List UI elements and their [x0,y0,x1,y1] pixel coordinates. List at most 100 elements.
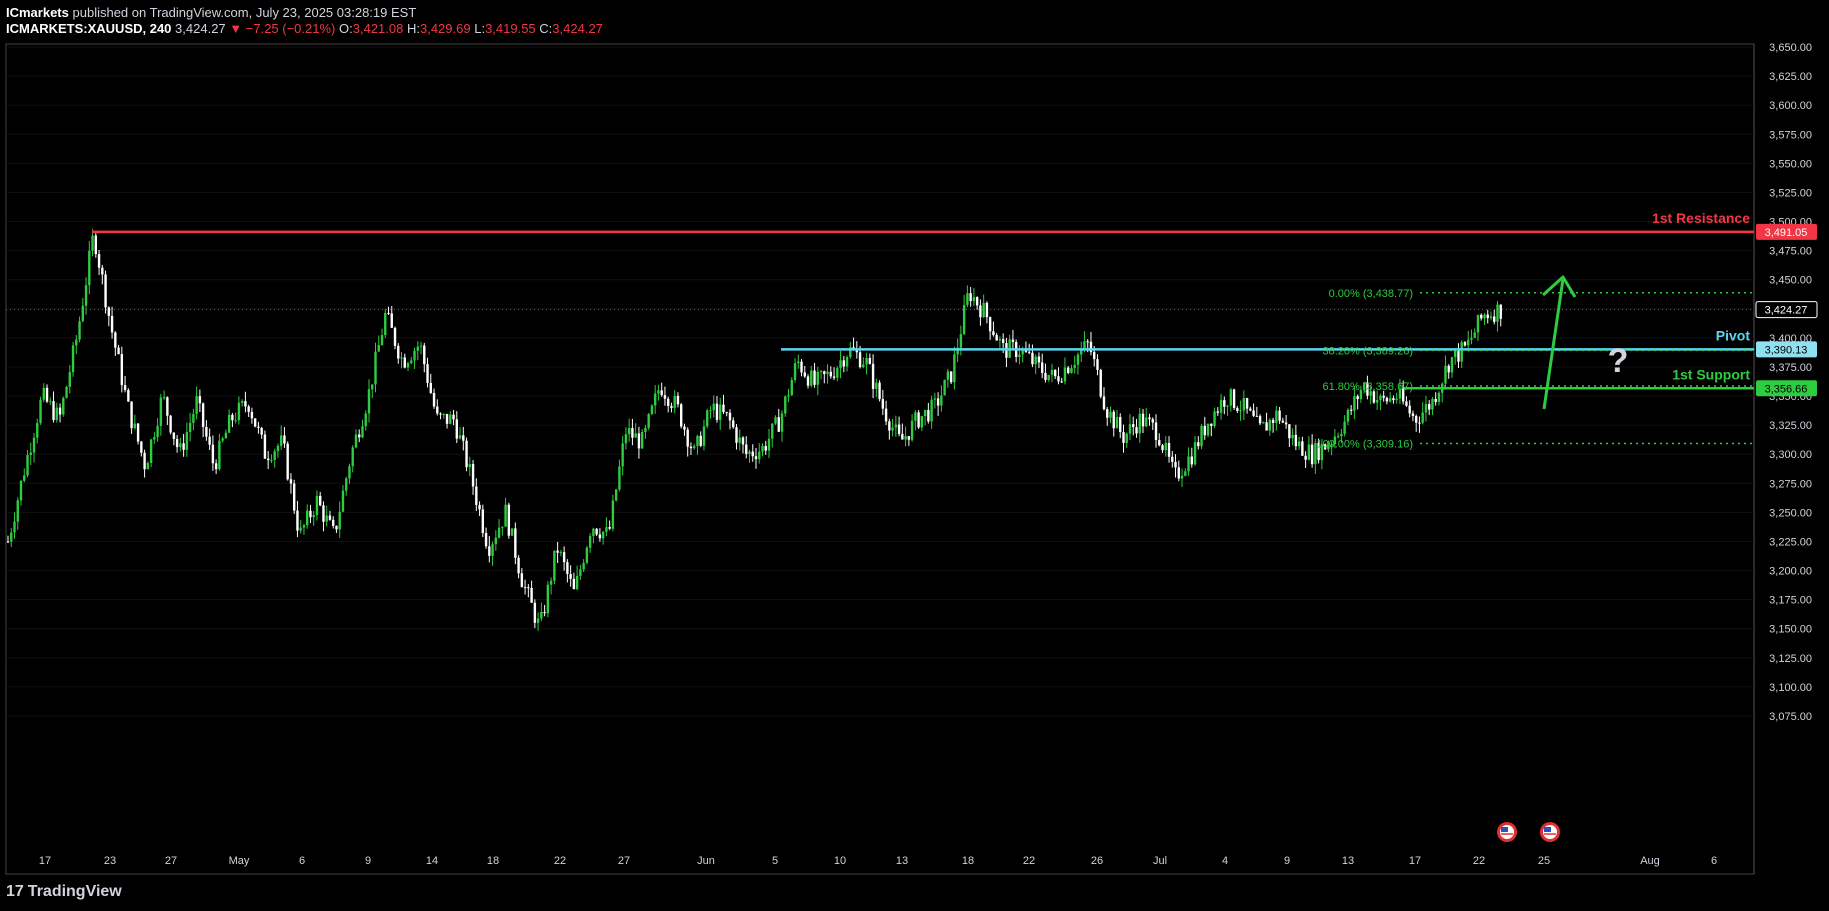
candle-body [1379,395,1382,400]
candle-body [520,573,524,588]
candle-body [797,361,800,364]
candle-body [881,399,885,409]
candle-body [1428,404,1431,410]
candle-body [719,404,722,420]
candle-body [309,510,312,518]
candle-body [97,254,101,268]
candle-body [348,466,351,479]
price-axis[interactable]: 3,650.00 3,625.00 3,600.00 3,575.00 3,550.00… [6,42,1812,723]
last-price-tag-bg [1755,301,1818,319]
candle-body [1450,357,1454,373]
candle-body [78,321,81,340]
candle-body [1304,455,1307,460]
candle-body [543,612,546,614]
symbol-label[interactable]: ICMARKETS:XAUUSD, 240 [6,21,172,36]
candle-body [992,331,995,336]
candle-body [117,347,120,355]
candle-body [1314,442,1317,465]
candle-body [214,463,218,470]
candle-body [423,345,426,365]
candle-body [946,371,950,380]
candle-body [1001,339,1005,344]
candle-body [195,396,198,414]
candle-body [1226,405,1229,407]
candle-body [123,385,127,390]
candle-body [621,443,624,467]
candle-body [631,428,634,438]
candle-body [273,451,276,460]
candle-body [504,504,507,527]
candle-body [91,235,94,251]
us-flag-icon[interactable] [1540,822,1560,842]
time-tick-label: 25 [1538,855,1550,867]
candle-body [400,357,403,359]
candle-body [45,387,49,402]
candle-body [1174,461,1177,468]
candle-body [562,552,566,563]
candle-body [192,413,195,423]
candle-body [1317,442,1320,461]
candle-body [732,420,735,428]
candle-body [416,346,419,351]
candle-body [536,618,540,623]
candle-body [855,349,859,353]
arrow-shaft [1542,278,1565,410]
candle-body [205,426,208,437]
candle-body [133,423,137,429]
candle-body [836,368,839,378]
candle-body [55,407,58,421]
candle-body [1187,456,1190,472]
candle-body [1158,440,1161,446]
candle-body [13,521,16,533]
candle-body [754,456,758,460]
time-tick-label: 17 [1409,855,1421,867]
candle-body [1473,332,1476,338]
candle-body [1213,411,1216,426]
candle-body [1362,382,1366,390]
candle-body [1128,424,1132,434]
candle-body [403,357,406,368]
low-value: 3,419.55 [485,21,536,36]
publisher-name[interactable]: ICmarkets [6,5,69,20]
candle-body [953,354,956,383]
candle-body [1288,424,1291,439]
candle-body [644,427,647,432]
candle-body [686,429,689,447]
candle-body [917,412,920,428]
candle-body [6,541,10,543]
candle-body [1408,405,1411,414]
candle-body [663,395,667,399]
candle-body [257,426,260,428]
candle-body [878,382,881,400]
candle-body [211,444,215,464]
candle-body [1154,422,1158,441]
candle-body [497,527,501,538]
tradingview-brand: TradingView [27,883,122,900]
candle-body [397,345,400,359]
time-tick-label: 27 [165,855,177,867]
candle-body [1242,398,1246,411]
time-tick-label: 18 [487,855,499,867]
candle-body [68,372,71,387]
candle-body [1021,349,1024,355]
candle-body [1050,369,1054,375]
candle-body [361,426,364,438]
candle-body [1135,427,1138,434]
tradingview-logo[interactable]: 17 TradingView [6,883,122,901]
candle-body [1109,411,1112,418]
candle-body [1171,456,1174,462]
time-tick-label: 9 [1284,855,1290,867]
candle-body [488,546,491,556]
candle-body [1330,444,1333,446]
candle-body [722,404,725,413]
us-flag-icon[interactable] [1497,822,1517,842]
pivot-price-tag: 3,390.13 [1765,344,1808,356]
candle-body [501,526,504,528]
candle-body [1148,417,1151,420]
time-axis[interactable]: 17 23 27 May 6 9 14 18 22 27 Jun 5 10 13 18 22 26 Jul 4 9 13… [39,855,1717,867]
candle-body [806,376,810,386]
price-tick-label: 3,550.00 [1769,158,1812,170]
candle-body [706,410,709,427]
candle-body [283,435,286,444]
